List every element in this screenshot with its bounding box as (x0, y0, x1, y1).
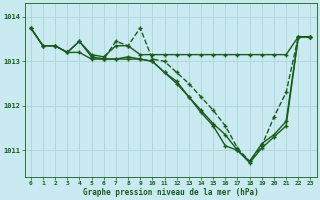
X-axis label: Graphe pression niveau de la mer (hPa): Graphe pression niveau de la mer (hPa) (83, 188, 259, 197)
